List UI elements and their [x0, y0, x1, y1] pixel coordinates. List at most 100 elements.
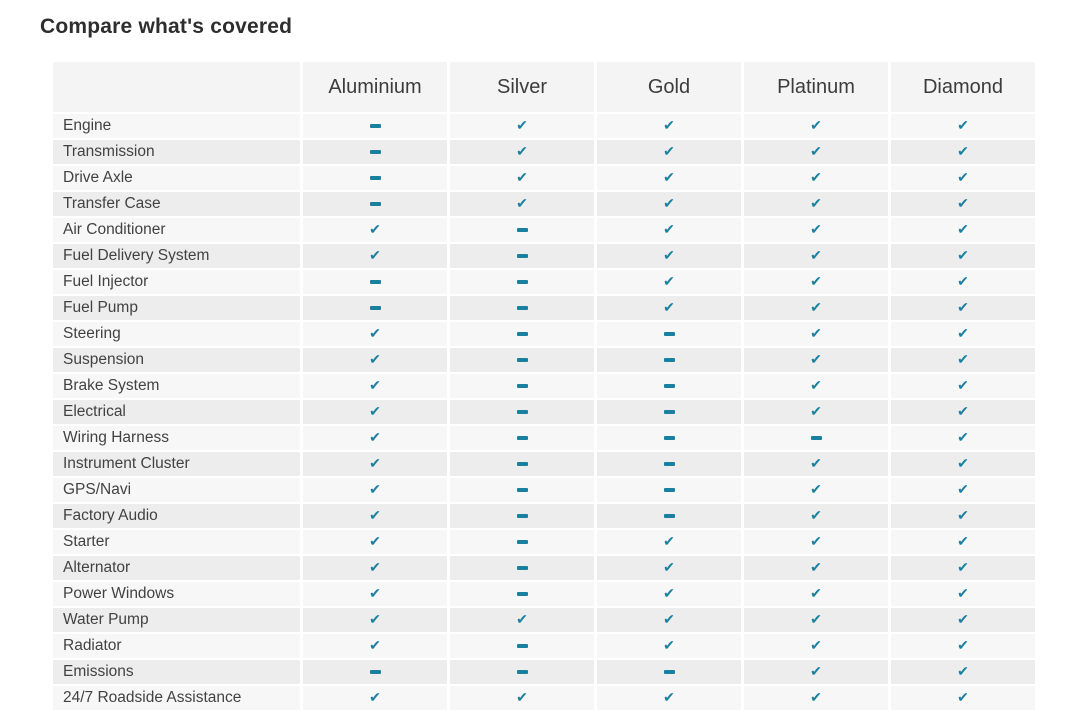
check-icon: ✔ — [810, 273, 822, 289]
covered-cell: ✔ — [597, 166, 741, 190]
covered-cell: ✔ — [744, 400, 888, 424]
column-header-platinum: Platinum — [744, 62, 888, 112]
covered-cell: ✔ — [891, 504, 1035, 528]
check-icon: ✔ — [957, 429, 969, 445]
covered-cell: ✔ — [891, 530, 1035, 554]
check-icon: ✔ — [516, 117, 528, 133]
covered-cell: ✔ — [744, 322, 888, 346]
covered-cell: ✔ — [450, 686, 594, 710]
dash-icon — [663, 409, 675, 414]
table-row: Engine ✔ ✔ ✔ ✔ — [53, 114, 1035, 138]
check-icon: ✔ — [957, 117, 969, 133]
covered-cell: ✔ — [450, 114, 594, 138]
not-covered-cell — [597, 660, 741, 684]
table-row: Water Pump ✔ ✔ ✔ ✔ ✔ — [53, 608, 1035, 632]
check-icon: ✔ — [369, 351, 381, 367]
not-covered-cell — [597, 426, 741, 450]
dash-icon — [369, 149, 381, 154]
check-icon: ✔ — [369, 325, 381, 341]
covered-cell: ✔ — [744, 634, 888, 658]
row-label: 24/7 Roadside Assistance — [53, 686, 300, 710]
row-label: Wiring Harness — [53, 426, 300, 450]
not-covered-cell — [450, 244, 594, 268]
not-covered-cell — [450, 660, 594, 684]
dash-icon — [516, 305, 528, 310]
check-icon: ✔ — [810, 247, 822, 263]
column-header-silver: Silver — [450, 62, 594, 112]
check-icon: ✔ — [810, 351, 822, 367]
covered-cell: ✔ — [744, 478, 888, 502]
not-covered-cell — [597, 348, 741, 372]
check-icon: ✔ — [369, 221, 381, 237]
covered-cell: ✔ — [303, 218, 447, 242]
check-icon: ✔ — [663, 585, 675, 601]
check-icon: ✔ — [663, 611, 675, 627]
row-label: Water Pump — [53, 608, 300, 632]
covered-cell: ✔ — [891, 192, 1035, 216]
check-icon: ✔ — [957, 481, 969, 497]
covered-cell: ✔ — [744, 582, 888, 606]
dash-icon — [516, 227, 528, 232]
dash-icon — [516, 539, 528, 544]
corner-cell — [53, 62, 300, 112]
row-label: Suspension — [53, 348, 300, 372]
check-icon: ✔ — [810, 507, 822, 523]
table-row: Transfer Case ✔ ✔ ✔ ✔ — [53, 192, 1035, 216]
covered-cell: ✔ — [303, 504, 447, 528]
covered-cell: ✔ — [744, 218, 888, 242]
check-icon: ✔ — [810, 143, 822, 159]
check-icon: ✔ — [957, 611, 969, 627]
not-covered-cell — [450, 400, 594, 424]
dash-icon — [516, 435, 528, 440]
check-icon: ✔ — [810, 221, 822, 237]
check-icon: ✔ — [957, 273, 969, 289]
dash-icon — [663, 357, 675, 362]
check-icon: ✔ — [663, 143, 675, 159]
row-label: Alternator — [53, 556, 300, 580]
check-icon: ✔ — [957, 377, 969, 393]
not-covered-cell — [597, 478, 741, 502]
row-label: Transmission — [53, 140, 300, 164]
not-covered-cell — [450, 374, 594, 398]
dash-icon — [516, 331, 528, 336]
check-icon: ✔ — [663, 247, 675, 263]
column-header-aluminium: Aluminium — [303, 62, 447, 112]
table-row: Factory Audio ✔ ✔ ✔ — [53, 504, 1035, 528]
not-covered-cell — [450, 218, 594, 242]
row-label: Fuel Injector — [53, 270, 300, 294]
not-covered-cell — [450, 452, 594, 476]
page-title: Compare what's covered — [40, 15, 293, 38]
check-icon: ✔ — [663, 637, 675, 653]
check-icon: ✔ — [369, 403, 381, 419]
row-label: Radiator — [53, 634, 300, 658]
check-icon: ✔ — [957, 663, 969, 679]
check-icon: ✔ — [810, 169, 822, 185]
covered-cell: ✔ — [303, 686, 447, 710]
coverage-table: Aluminium Silver Gold Platinum Diamond Engin… — [50, 60, 1038, 712]
check-icon: ✔ — [663, 195, 675, 211]
check-icon: ✔ — [957, 533, 969, 549]
not-covered-cell — [303, 296, 447, 320]
check-icon: ✔ — [369, 533, 381, 549]
table-row: Brake System ✔ ✔ ✔ — [53, 374, 1035, 398]
covered-cell: ✔ — [303, 322, 447, 346]
check-icon: ✔ — [369, 637, 381, 653]
check-icon: ✔ — [810, 689, 822, 705]
table-row: Fuel Pump ✔ ✔ ✔ — [53, 296, 1035, 320]
covered-cell: ✔ — [450, 140, 594, 164]
not-covered-cell — [744, 426, 888, 450]
not-covered-cell — [450, 478, 594, 502]
row-label: Engine — [53, 114, 300, 138]
check-icon: ✔ — [663, 117, 675, 133]
check-icon: ✔ — [663, 533, 675, 549]
table-row: Air Conditioner ✔ ✔ ✔ ✔ — [53, 218, 1035, 242]
check-icon: ✔ — [810, 455, 822, 471]
check-icon: ✔ — [957, 351, 969, 367]
row-label: Electrical — [53, 400, 300, 424]
covered-cell: ✔ — [303, 634, 447, 658]
covered-cell: ✔ — [303, 400, 447, 424]
not-covered-cell — [597, 452, 741, 476]
covered-cell: ✔ — [891, 296, 1035, 320]
covered-cell: ✔ — [891, 426, 1035, 450]
check-icon: ✔ — [810, 299, 822, 315]
